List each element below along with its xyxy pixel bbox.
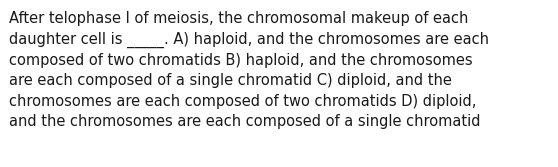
- Text: After telophase I of meiosis, the chromosomal makeup of each
daughter cell is __: After telophase I of meiosis, the chromo…: [9, 11, 489, 129]
